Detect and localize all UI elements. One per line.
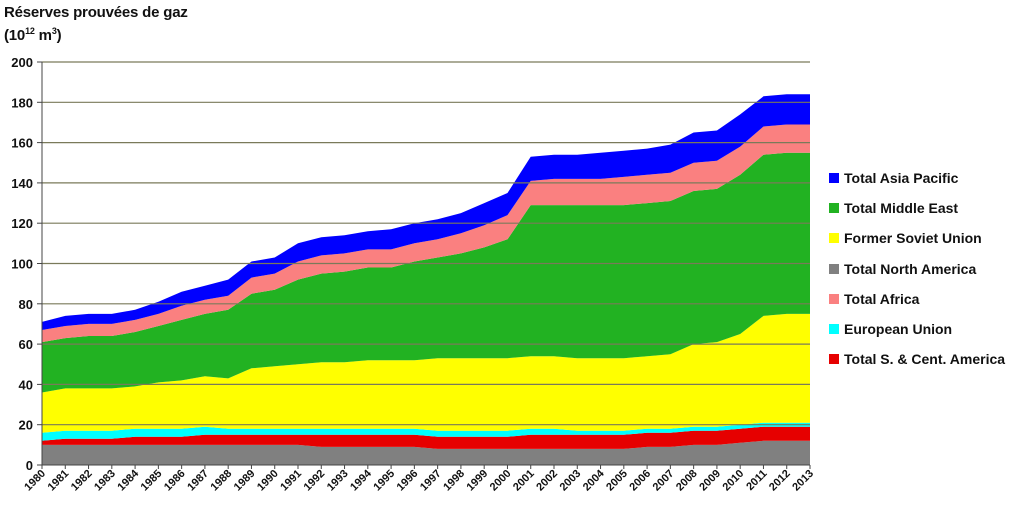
y-tick-label: 140 xyxy=(11,176,33,191)
legend-item-total-north-america: Total North America xyxy=(829,254,1005,284)
y-tick-label: 120 xyxy=(11,216,33,231)
x-tick-label: 2006 xyxy=(627,468,653,494)
x-tick-label: 2000 xyxy=(488,468,514,494)
x-tick-label: 2012 xyxy=(767,468,793,494)
x-tick-label: 2004 xyxy=(581,467,607,493)
x-tick-label: 1999 xyxy=(465,468,491,494)
y-tick-label: 200 xyxy=(11,55,33,70)
legend-item-total-middle-east: Total Middle East xyxy=(829,193,1005,223)
x-tick-label: 1990 xyxy=(255,468,281,494)
legend-label: Total S. & Cent. America xyxy=(844,351,1006,368)
x-tick-label: 1984 xyxy=(115,467,141,493)
legend: Total Asia Pacific Total Middle East Forme… xyxy=(829,163,1005,374)
x-tick-label: 1997 xyxy=(418,468,444,494)
x-tick-label: 2013 xyxy=(790,468,816,494)
x-tick-label: 2011 xyxy=(744,468,769,493)
legend-swatch xyxy=(829,263,839,274)
x-tick-label: 1996 xyxy=(395,468,421,494)
x-tick-label: 2003 xyxy=(558,468,584,494)
x-tick-label: 1981 xyxy=(46,468,72,494)
area-total-north-america xyxy=(42,440,810,465)
chart-title: Réserves prouvées de gaz xyxy=(4,4,188,21)
y-tick-label: 0 xyxy=(26,458,33,473)
x-tick-label: 2008 xyxy=(674,468,700,494)
x-tick-label: 1991 xyxy=(278,468,304,494)
y-tick-label: 60 xyxy=(19,337,33,352)
y-tick-label: 80 xyxy=(19,297,33,312)
y-tick-label: 40 xyxy=(19,377,33,392)
legend-swatch xyxy=(829,173,839,184)
y-tick-label: 180 xyxy=(11,95,33,110)
legend-label: Total Africa xyxy=(844,290,920,307)
x-tick-label: 1985 xyxy=(139,468,165,494)
legend-item-total-s-cent-america: Total S. & Cent. America xyxy=(829,344,1005,374)
legend-swatch xyxy=(829,354,839,365)
x-tick-label: 1987 xyxy=(185,468,211,494)
x-tick-label: 2001 xyxy=(511,468,537,494)
legend-label: Total Asia Pacific xyxy=(844,170,959,187)
legend-label: European Union xyxy=(844,321,953,338)
x-tick-label: 2002 xyxy=(534,468,560,494)
x-tick-label: 2009 xyxy=(697,468,723,494)
x-tick-label: 2007 xyxy=(651,468,677,494)
legend-swatch xyxy=(829,203,839,214)
x-tick-label: 2010 xyxy=(721,468,747,494)
legend-label: Former Soviet Union xyxy=(844,230,982,247)
legend-item-former-soviet-union: Former Soviet Union xyxy=(829,223,1005,253)
area-european-union xyxy=(42,422,810,441)
legend-item-total-asia-pacific: Total Asia Pacific xyxy=(829,163,1005,193)
x-tick-label: 2005 xyxy=(604,468,630,494)
legend-item-european-union: European Union xyxy=(829,314,1005,344)
y-tick-label: 100 xyxy=(11,257,33,272)
area-total-s-cent-america xyxy=(42,426,810,449)
x-tick-label: 1983 xyxy=(92,468,118,494)
y-tick-label: 160 xyxy=(11,136,33,151)
unit-label: (1012 m3) xyxy=(4,26,62,44)
legend-label: Total Middle East xyxy=(844,200,959,217)
legend-item-total-africa: Total Africa xyxy=(829,284,1005,314)
area-total-africa xyxy=(42,124,810,343)
x-tick-label: 1995 xyxy=(371,468,397,494)
y-tick-label: 20 xyxy=(19,418,33,433)
legend-swatch xyxy=(829,233,839,244)
area-former-soviet-union xyxy=(42,313,810,433)
x-tick-label: 1986 xyxy=(162,468,188,494)
x-tick-label: 1989 xyxy=(232,468,258,494)
area-total-middle-east xyxy=(42,152,810,393)
legend-swatch xyxy=(829,293,839,304)
x-tick-label: 1994 xyxy=(348,467,374,493)
area-total-asia-pacific xyxy=(42,94,810,330)
x-tick-label: 1998 xyxy=(441,468,467,494)
legend-label: Total North America xyxy=(844,260,977,277)
x-tick-label: 1992 xyxy=(302,468,328,494)
x-tick-label: 1988 xyxy=(209,468,235,494)
legend-swatch xyxy=(829,324,839,335)
x-tick-label: 1982 xyxy=(69,468,95,494)
x-tick-label: 1993 xyxy=(325,468,351,494)
